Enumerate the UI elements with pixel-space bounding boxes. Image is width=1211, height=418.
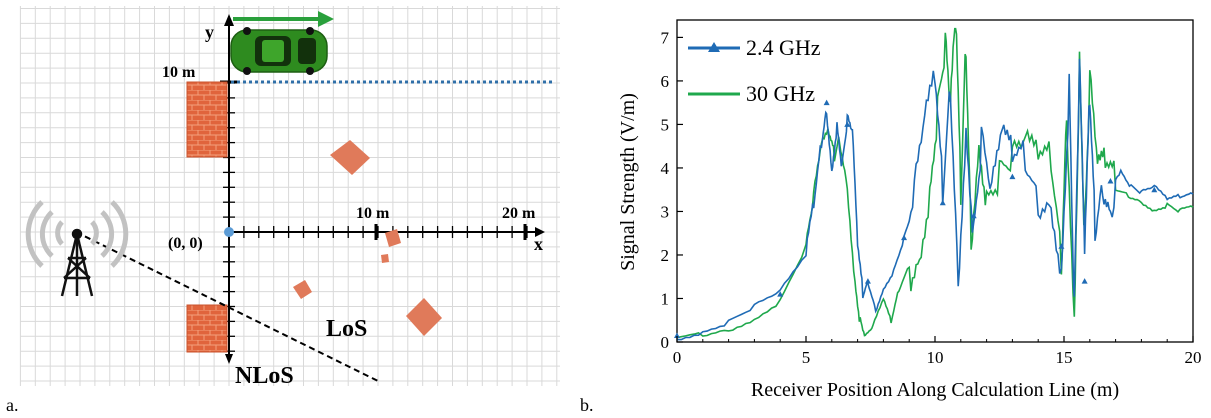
series-marker: [1009, 173, 1016, 180]
mark-20m-x-label: 20 m: [502, 205, 536, 222]
x-tick-label: 15: [1056, 348, 1073, 367]
panel-a: y 10 m 10 m 20 m x (0, 0) LoS NLoS a.: [6, 6, 560, 415]
antenna-tower-icon: [60, 228, 94, 297]
panel-a-label: a.: [6, 395, 19, 415]
series-marker: [864, 278, 871, 284]
origin-label: (0, 0): [168, 235, 203, 252]
series-marker: [1151, 186, 1158, 193]
y-tick-label: 1: [661, 289, 670, 308]
mark-10m-x-label: 10 m: [356, 205, 390, 222]
chart-ticks: 0 5 10 15 20 0 1 2 3 4 5 6 7: [661, 28, 1202, 367]
series-marker: [1107, 178, 1114, 184]
brick-wall-icon: [186, 304, 228, 353]
tree-obstacle-icon: [293, 140, 442, 336]
origin-dot: [224, 227, 234, 237]
y-tick-label: 4: [661, 159, 670, 178]
legend-label: 30 GHz: [746, 81, 815, 106]
x-tick-label: 5: [802, 348, 811, 367]
motion-arrow-icon: [233, 11, 334, 27]
series-marker: [777, 291, 784, 297]
y-tick-label: 6: [661, 72, 670, 91]
chart-ylabel: Signal Strength (V/m): [617, 93, 639, 271]
series-marker: [1081, 278, 1088, 284]
chart-xlabel: Receiver Position Along Calculation Line…: [751, 379, 1119, 401]
nlos-label: NLoS: [235, 363, 294, 389]
panel-b: b. 0 5 10 15 20 0 1 2 3 4 5 6 7 Receiver Position Al…: [580, 19, 1202, 415]
x-axis-arrowhead: [535, 227, 545, 237]
y-tick-label: 7: [661, 28, 670, 47]
series-marker: [823, 99, 830, 106]
x-axis-letter: x: [534, 234, 543, 254]
x-tick-label: 0: [673, 348, 682, 367]
series-marker: [844, 121, 851, 127]
brick-wall-icon: [186, 81, 228, 158]
series-marker: [674, 332, 680, 338]
mark-10m-y-label: 10 m: [162, 64, 196, 81]
series-marker: [901, 234, 908, 241]
series-lines: [674, 27, 1194, 341]
y-axis-letter: y: [205, 22, 214, 42]
legend-label: 2.4 GHz: [746, 35, 821, 60]
legend-marker: [708, 42, 720, 52]
los-label: LoS: [326, 316, 367, 342]
y-tick-label: 3: [661, 202, 670, 221]
series-line: [677, 58, 1194, 341]
series-line: [676, 27, 1194, 339]
series-marker: [939, 199, 946, 206]
chart-legend: 2.4 GHz 30 GHz: [688, 35, 821, 106]
series-marker: [970, 212, 977, 219]
x-tick-label: 10: [927, 348, 944, 367]
y-tick-label: 5: [661, 115, 670, 134]
y-axis-arrowhead: [224, 14, 234, 26]
y-axis-down-arrowhead: [225, 354, 233, 364]
car-icon: [230, 27, 328, 75]
x-tick-label: 20: [1185, 348, 1202, 367]
series-marker: [1058, 243, 1065, 249]
signal-wave-icon: [25, 200, 129, 268]
panel-b-label: b.: [580, 395, 594, 415]
y-tick-label: 0: [661, 333, 670, 352]
y-tick-label: 2: [661, 246, 670, 265]
los-boundary-line: [75, 231, 379, 382]
